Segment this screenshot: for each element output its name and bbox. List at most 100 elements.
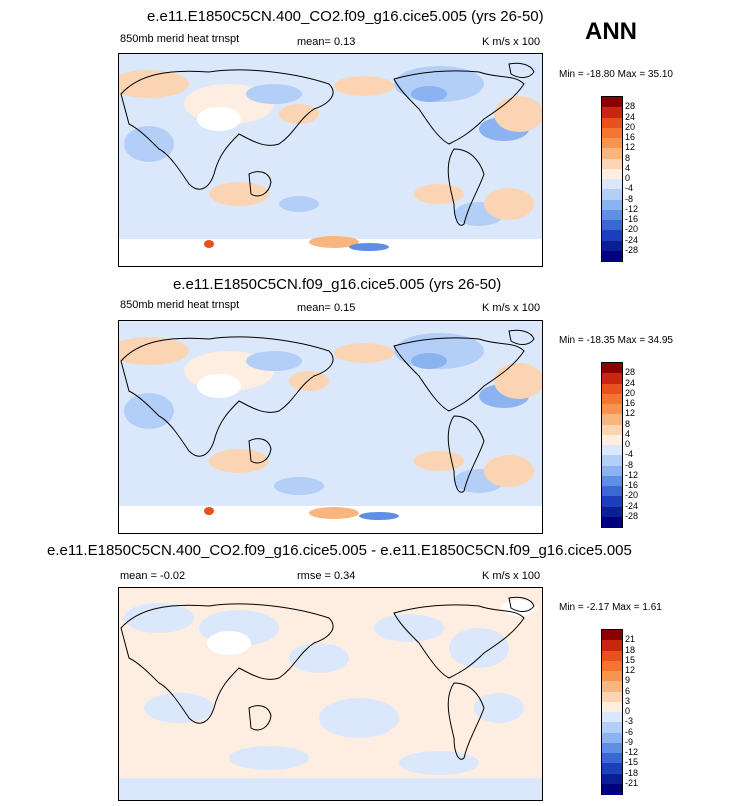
colorbar-segment [602,404,622,415]
colorbar-tick-label: -4 [625,183,634,194]
colorbar-tick-label: -8 [625,193,634,204]
colorbar-segment [602,168,622,180]
colorbar-segment [602,209,622,221]
colorbar-segment [602,199,622,211]
colorbar-segment [602,414,622,425]
panel3-colorbar: 21 18 15 12 9 6 3 0 -3 -6 -9 -12 -15 -18 -21 [601,629,638,795]
colorbar-tick-label: -12 [625,469,639,480]
colorbar-segment [602,393,622,405]
colorbar-tick-label: 15 [625,654,636,665]
colorbar-tick-label: 20 [625,121,636,132]
colorbar-segment [602,773,622,785]
panel1-title: e.e11.E1850C5CN.400_CO2.f09_g16.cice5.00… [147,8,544,25]
colorbar-segment [602,138,622,149]
colorbar-segment [602,127,622,139]
colorbar-tick-label: 21 [625,634,636,645]
colorbar-tick-label: 0 [625,706,631,716]
colorbar-tick-label: 8 [625,152,631,163]
colorbar-tick-label: -28 [625,244,639,255]
panel2-map [118,320,543,534]
colorbar-tick-label: -12 [625,747,639,757]
colorbar-segment [602,722,622,733]
panel1-stat: mean= 0.13 [297,36,356,48]
colorbar-tick-label: -16 [625,214,639,224]
colorbar-segment [602,424,622,436]
colorbar-tick-label: 24 [625,377,636,388]
colorbar-segment [602,158,622,170]
colorbar-segment [602,373,622,384]
panel3-minmax: Min = -2.17 Max = 1.61 [559,602,662,613]
colorbar-tick-label: 8 [625,418,631,429]
colorbar-segment [602,363,622,374]
colorbar-segment [602,753,622,764]
colorbar-tick-label: 12 [625,408,636,419]
colorbar-tick-label: 24 [625,111,636,122]
colorbar-segment [602,516,622,528]
colorbar-segment [602,434,622,446]
colorbar-segment [602,742,622,754]
colorbar-segment [602,732,622,744]
colorbar-tick-label: 12 [625,665,636,675]
panel2-units: K m/s x 100 [482,302,541,314]
colorbar-tick-label: 18 [625,644,636,655]
panel2-minmax: Min = -18.35 Max = 34.95 [559,335,673,346]
colorbar-segment [602,660,622,672]
colorbar-segment [602,671,622,682]
colorbar-tick-label: -18 [625,767,639,778]
colorbar-tick-label: 6 [625,685,631,696]
colorbar-tick-label: 16 [625,398,636,408]
panel2-field: 850mb merid heat trnspt [120,299,240,311]
colorbar-segment [602,189,622,200]
colorbar-tick-label: 20 [625,387,636,398]
panel2-colorbar: 28 24 20 16 12 8 4 0 -4 -8 -12 -16 -20 -24 -28 [601,362,638,528]
colorbar-tick-label: -3 [625,716,634,727]
colorbar-tick-label: -21 [625,777,639,788]
panel1-map [118,53,543,267]
colorbar-tick-label: 4 [625,162,631,173]
colorbar-tick-label: -6 [625,726,634,737]
colorbar-segment [602,117,622,129]
colorbar-tick-label: -24 [625,500,639,511]
colorbar-segment [602,691,622,703]
colorbar-tick-label: 0 [625,173,631,183]
colorbar-tick-label: 12 [625,142,636,153]
colorbar-segment [602,701,622,713]
colorbar-segment [602,475,622,487]
colorbar-segment [602,179,622,190]
panel3-rmse: rmse = 0.34 [297,570,356,582]
colorbar-segment [602,230,622,241]
colorbar-tick-label: 4 [625,428,631,439]
colorbar-segment [602,455,622,466]
colorbar-tick-label: 28 [625,101,636,112]
colorbar-tick-label: -9 [625,736,634,747]
colorbar-segment [602,496,622,507]
colorbar-segment [602,681,622,692]
colorbar-segment [602,465,622,477]
colorbar-tick-label: -20 [625,224,639,235]
colorbar-tick-label: -8 [625,459,634,470]
colorbar-segment [602,250,622,262]
panel3-title: e.e11.E1850C5CN.400_CO2.f09_g16.cice5.00… [47,542,632,559]
colorbar-tick-label: -20 [625,490,639,501]
colorbar-segment [602,763,622,774]
colorbar-segment [602,148,622,159]
colorbar-tick-label: -15 [625,757,639,768]
panel3-units: K m/s x 100 [482,570,541,582]
colorbar-tick-label: 28 [625,367,636,378]
colorbar-segment [602,240,622,252]
colorbar-segment [602,630,622,641]
colorbar-tick-label: 3 [625,695,631,706]
panel1-colorbar: 28 24 20 16 12 8 4 0 -4 -8 -12 -16 -20 -24 -28 [601,96,638,262]
colorbar-tick-label: -12 [625,203,639,214]
panel1-field: 850mb merid heat trnspt [120,33,240,45]
colorbar-segment [602,445,622,456]
colorbar-segment [602,107,622,118]
panel1-units: K m/s x 100 [482,36,541,48]
panel3-mean: mean = -0.02 [120,570,186,582]
colorbar-segment [602,506,622,518]
colorbar-tick-label: -24 [625,234,639,245]
panel1-minmax: Min = -18.80 Max = 35.10 [559,69,673,80]
panel2-stat: mean= 0.15 [297,302,356,314]
colorbar-tick-label: 16 [625,132,636,142]
colorbar-tick-label: -4 [625,449,634,460]
